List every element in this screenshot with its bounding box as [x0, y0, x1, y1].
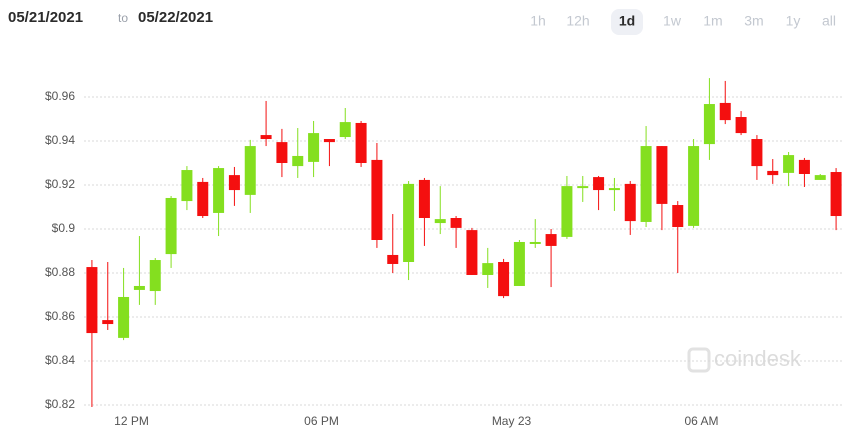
- candle-body: [640, 146, 652, 222]
- range-buttons: 1h 12h 1d 1w 1m 3m 1y all: [530, 9, 836, 35]
- candle-body: [577, 186, 589, 189]
- range-button[interactable]: 3m: [744, 13, 763, 29]
- candle-body: [260, 135, 272, 140]
- candle-body: [403, 183, 415, 262]
- candle-body: [466, 230, 478, 275]
- candle-body: [814, 175, 826, 180]
- candle-body: [624, 183, 636, 222]
- y-tick-label: $0.92: [45, 177, 75, 191]
- watermark-icon: [687, 347, 711, 373]
- y-tick-label: $0.94: [45, 133, 75, 147]
- candle-body: [703, 104, 715, 145]
- candle-body: [323, 139, 335, 143]
- range-button[interactable]: 1h: [530, 13, 546, 29]
- range-button[interactable]: 12h: [566, 13, 589, 29]
- candle-body: [292, 155, 304, 167]
- candle-body: [339, 122, 351, 138]
- candle-body: [308, 133, 320, 162]
- range-button[interactable]: 1w: [663, 13, 682, 29]
- candle-body: [102, 320, 114, 325]
- candle-body: [197, 181, 209, 217]
- candle-body: [371, 159, 383, 240]
- candle-body: [593, 177, 605, 191]
- candle-body: [118, 296, 130, 338]
- range-button[interactable]: 1d: [619, 13, 635, 29]
- candle-body: [482, 263, 494, 275]
- x-tick-label: 06 PM: [304, 414, 339, 428]
- candle-body: [276, 142, 288, 163]
- y-tick-label: $0.9: [52, 221, 76, 235]
- candle-body: [149, 260, 161, 292]
- candle-body: [656, 146, 668, 204]
- y-tick-label: $0.82: [45, 397, 75, 411]
- x-tick-label: 12 PM: [114, 414, 149, 428]
- candle-body: [561, 186, 573, 237]
- candle-body: [798, 159, 810, 174]
- candle-body: [830, 172, 842, 217]
- candle-body: [688, 146, 700, 226]
- candle-body: [719, 102, 731, 121]
- candle-body: [86, 267, 98, 334]
- y-tick-label: $0.86: [45, 309, 75, 323]
- range-button[interactable]: 1y: [786, 13, 801, 29]
- candle-body: [244, 146, 256, 195]
- candle-body: [767, 170, 779, 176]
- candle-body: [434, 219, 446, 224]
- range-button[interactable]: 1m: [703, 13, 722, 29]
- candle-body: [133, 285, 145, 290]
- y-tick-label: $0.96: [45, 89, 75, 103]
- candle-body: [228, 175, 240, 191]
- candle-body: [387, 254, 399, 264]
- candle-body: [213, 168, 225, 213]
- candle-body: [418, 179, 430, 218]
- candle-body: [181, 170, 193, 202]
- date-separator: to: [118, 11, 128, 25]
- candle-body: [165, 197, 177, 255]
- candle-body: [608, 188, 620, 191]
- candle-body: [529, 241, 541, 244]
- candle-body: [672, 205, 684, 228]
- candle-body: [355, 122, 367, 163]
- candle-body: [513, 241, 525, 286]
- candle-body: [450, 218, 462, 228]
- range-button-bg[interactable]: [611, 9, 643, 35]
- candle-body: [735, 117, 747, 134]
- candle-body: [751, 139, 763, 167]
- end-date: 05/22/2021: [138, 9, 213, 26]
- candle-body: [545, 234, 557, 246]
- candle-body: [783, 155, 795, 173]
- x-tick-label: May 23: [492, 414, 532, 428]
- y-tick-label: $0.88: [45, 265, 75, 279]
- watermark: coindesk: [687, 346, 802, 373]
- watermark-text: coindesk: [714, 346, 802, 371]
- x-tick-label: 06 AM: [684, 414, 718, 428]
- candle-body: [498, 262, 510, 297]
- range-button[interactable]: all: [822, 13, 836, 29]
- y-tick-label: $0.84: [45, 353, 75, 367]
- start-date: 05/21/2021: [8, 9, 83, 26]
